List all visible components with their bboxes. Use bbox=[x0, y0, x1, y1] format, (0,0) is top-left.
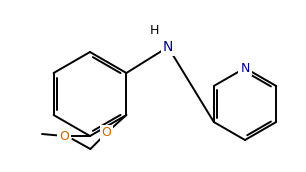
Text: H: H bbox=[149, 24, 159, 37]
Text: O: O bbox=[101, 126, 111, 139]
Text: N: N bbox=[240, 62, 250, 74]
Text: O: O bbox=[59, 130, 69, 142]
Text: N: N bbox=[163, 40, 173, 54]
